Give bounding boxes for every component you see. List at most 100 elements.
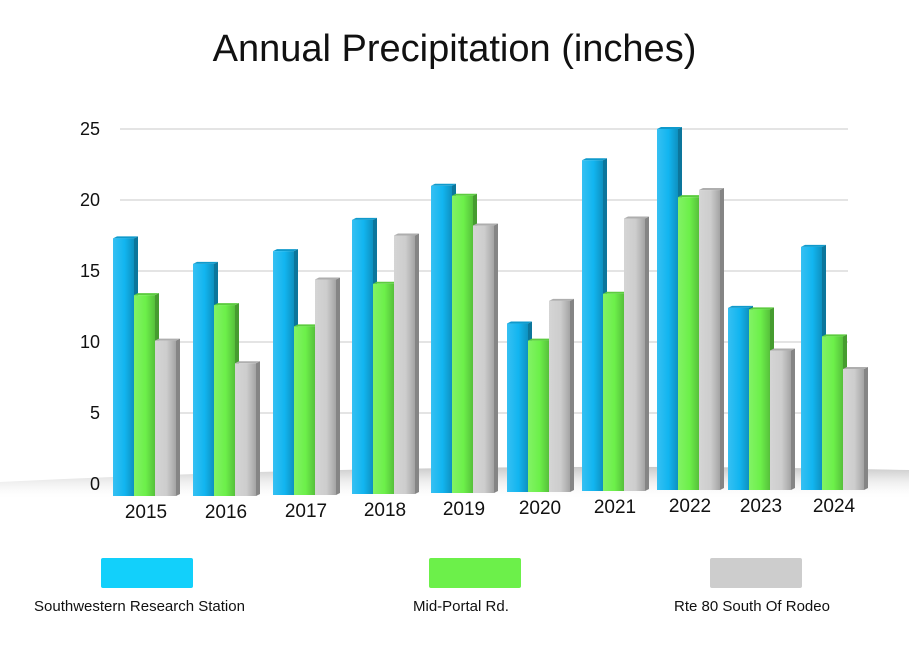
bar-top (294, 324, 319, 327)
bar-front (214, 305, 235, 496)
bar-top (582, 158, 607, 161)
bar-front (394, 235, 415, 494)
bar-front (134, 295, 155, 496)
bar-side (256, 361, 260, 496)
bar-front (843, 368, 864, 490)
bar-front (315, 279, 336, 495)
bar (235, 361, 260, 496)
bar-top (549, 298, 574, 301)
bar-top (394, 233, 419, 236)
bar-front (155, 340, 176, 496)
x-tick-label: 2016 (205, 502, 247, 523)
legend-swatch (101, 558, 193, 588)
legend: Southwestern Research Station Mid-Portal… (0, 556, 909, 636)
bar-side (645, 216, 649, 491)
legend-swatch (429, 558, 521, 588)
bar-top (134, 293, 159, 296)
bar (394, 233, 419, 494)
chart-title: Annual Precipitation (inches) (212, 28, 697, 70)
bar-front (582, 160, 603, 492)
bar-top (113, 236, 138, 239)
bar-front (624, 218, 645, 491)
bar-front (657, 129, 678, 490)
y-tick-label: 25 (80, 119, 100, 139)
bar-top (657, 127, 682, 129)
bar-front (699, 190, 720, 490)
bar-front (193, 263, 214, 496)
bar-front (770, 350, 791, 490)
bar-top (603, 291, 628, 294)
y-tick-label: 0 (90, 474, 100, 494)
y-tick-label: 15 (80, 261, 100, 281)
bar-side (720, 188, 724, 490)
bar-top (624, 216, 649, 219)
y-tick-label: 5 (90, 403, 100, 423)
bar-front (822, 336, 843, 490)
bar-front (235, 363, 256, 496)
bar-top (193, 261, 218, 264)
bar-top (507, 321, 532, 324)
bar-top (843, 366, 868, 369)
bar-top (273, 249, 298, 252)
x-tick-label: 2021 (594, 497, 636, 518)
bar-top (352, 217, 377, 220)
bar-top (528, 338, 553, 341)
bar-top (749, 307, 774, 310)
bar-front (749, 309, 770, 490)
bar-side (570, 298, 574, 492)
bar-top (473, 223, 498, 226)
bars (113, 127, 868, 496)
bar-top (728, 305, 753, 308)
x-axis: 2015 2016 2017 2018 2019 2020 2021 2022 2023 2024 (125, 496, 856, 523)
bar-top (801, 244, 826, 247)
bar-top (315, 277, 340, 280)
legend-swatch (710, 558, 802, 588)
bar (624, 216, 649, 491)
bar-front (473, 225, 494, 493)
bar-front (294, 326, 315, 495)
bar-front (431, 185, 452, 494)
bar-top (452, 193, 477, 196)
bar-front (603, 293, 624, 491)
bar-top (770, 348, 795, 351)
bar-front (801, 246, 822, 490)
bar-top (214, 303, 239, 306)
bar-side (176, 338, 180, 496)
bar-front (113, 238, 134, 496)
bar-front (528, 340, 549, 492)
bar-front (273, 251, 294, 495)
legend-label: Rte 80 South Of Rodeo (674, 598, 830, 615)
bar-front (507, 323, 528, 492)
bar-side (494, 223, 498, 493)
bar-side (791, 348, 795, 490)
bar-top (431, 183, 456, 186)
bar (770, 348, 795, 490)
x-tick-label: 2022 (669, 496, 711, 517)
bar (155, 338, 180, 496)
bar-side (864, 366, 868, 490)
bar-top (678, 195, 703, 198)
y-tick-label: 10 (80, 332, 100, 352)
bar-front (549, 300, 570, 492)
bar-top (373, 281, 398, 284)
bar (315, 277, 340, 495)
x-tick-label: 2019 (443, 499, 485, 520)
bar-front (452, 195, 473, 494)
bar-top (822, 334, 847, 337)
bar (699, 188, 724, 490)
bar-side (415, 233, 419, 494)
bar (843, 366, 868, 490)
bar (473, 223, 498, 493)
bar-top (155, 338, 180, 341)
x-tick-label: 2020 (519, 498, 561, 519)
x-tick-label: 2015 (125, 502, 167, 523)
x-tick-label: 2017 (285, 501, 327, 522)
legend-label: Mid-Portal Rd. (413, 598, 509, 615)
bar-top (699, 188, 724, 191)
bar-top (235, 361, 260, 364)
bar-side (336, 277, 340, 495)
bar-front (678, 197, 699, 490)
y-axis: 0 5 10 15 20 25 (80, 119, 100, 494)
x-tick-label: 2023 (740, 496, 782, 517)
